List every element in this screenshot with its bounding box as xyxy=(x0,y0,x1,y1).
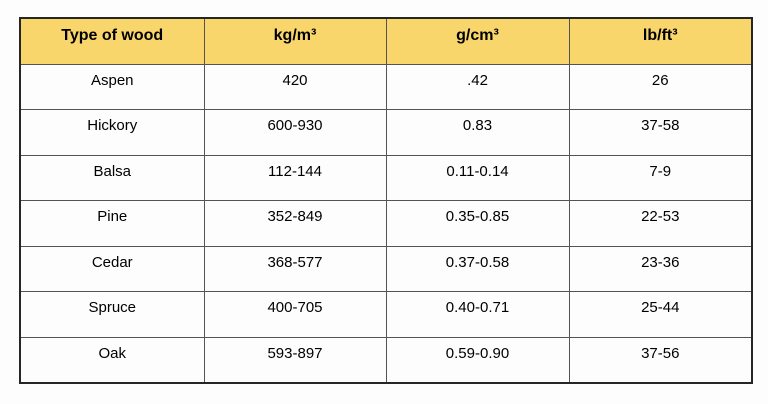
value-cell: 400-705 xyxy=(203,291,387,339)
value-cell: 593-897 xyxy=(203,337,387,384)
table-row: Balsa 112-144 0.11-0.14 7-9 xyxy=(19,154,753,202)
table-header-row: Type of wood kg/m³ g/cm³ lb/ft³ xyxy=(19,17,753,65)
value-cell: 23-36 xyxy=(568,245,753,293)
wood-name-cell: Pine xyxy=(19,200,205,247)
value-cell: 0.83 xyxy=(385,109,570,156)
value-cell: 25-44 xyxy=(568,291,753,339)
value-cell: 0.59-0.90 xyxy=(385,337,570,384)
wood-name-cell: Balsa xyxy=(19,154,205,202)
wood-name-cell: Hickory xyxy=(19,109,205,156)
wood-name-cell: Spruce xyxy=(19,291,205,339)
value-cell: .42 xyxy=(385,63,570,111)
table-row: Aspen 420 .42 26 xyxy=(19,63,753,111)
value-cell: 0.40-0.71 xyxy=(385,291,570,339)
value-cell: 7-9 xyxy=(568,154,753,202)
wood-name-cell: Aspen xyxy=(19,63,205,111)
header-type-of-wood: Type of wood xyxy=(19,17,205,65)
table-row: Hickory 600-930 0.83 37-58 xyxy=(19,109,753,156)
value-cell: 112-144 xyxy=(203,154,387,202)
wood-name-cell: Oak xyxy=(19,337,205,384)
table-row: Pine 352-849 0.35-0.85 22-53 xyxy=(19,200,753,247)
value-cell: 600-930 xyxy=(203,109,387,156)
value-cell: 368-577 xyxy=(203,245,387,293)
value-cell: 0.11-0.14 xyxy=(385,154,570,202)
value-cell: 420 xyxy=(203,63,387,111)
value-cell: 37-58 xyxy=(568,109,753,156)
table-row: Spruce 400-705 0.40-0.71 25-44 xyxy=(19,291,753,339)
value-cell: 0.37-0.58 xyxy=(385,245,570,293)
value-cell: 37-56 xyxy=(568,337,753,384)
table-row: Oak 593-897 0.59-0.90 37-56 xyxy=(19,337,753,384)
value-cell: 352-849 xyxy=(203,200,387,247)
value-cell: 26 xyxy=(568,63,753,111)
value-cell: 0.35-0.85 xyxy=(385,200,570,247)
header-kg-per-m3: kg/m³ xyxy=(203,17,387,65)
table-row: Cedar 368-577 0.37-0.58 23-36 xyxy=(19,245,753,293)
header-lb-per-ft3: lb/ft³ xyxy=(568,17,753,65)
header-g-per-cm3: g/cm³ xyxy=(385,17,570,65)
wood-name-cell: Cedar xyxy=(19,245,205,293)
value-cell: 22-53 xyxy=(568,200,753,247)
wood-density-table: Type of wood kg/m³ g/cm³ lb/ft³ Aspen 42… xyxy=(19,17,753,385)
